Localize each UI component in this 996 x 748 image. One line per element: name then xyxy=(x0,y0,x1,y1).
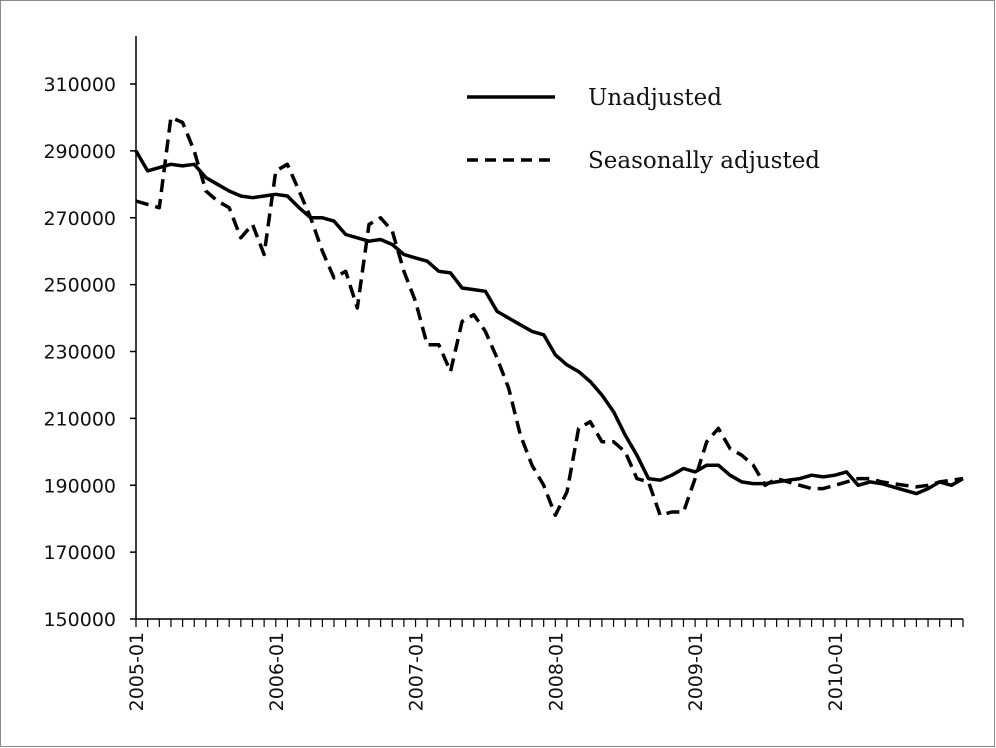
y-tick-label: 210000 xyxy=(43,408,116,430)
y-tick-label: 150000 xyxy=(43,609,116,631)
x-tick-label: 2009-01 xyxy=(685,632,707,711)
y-tick-label: 190000 xyxy=(43,475,116,497)
series-layer xyxy=(134,115,964,518)
x-tick-label: 2005-01 xyxy=(126,632,148,711)
y-tick-label: 230000 xyxy=(43,342,116,364)
legend-label-seasonally-adjusted: Seasonally adjusted xyxy=(588,148,820,174)
axes: 150000 170000 190000 210000 230000 250000 2700… xyxy=(43,36,964,711)
x-tick-label: 2008-01 xyxy=(545,632,567,711)
x-tick-label: 2006-01 xyxy=(266,632,288,711)
x-tick-label: 2007-01 xyxy=(406,632,428,711)
y-tick-label: 310000 xyxy=(43,74,116,96)
y-tick-label: 170000 xyxy=(43,542,116,564)
y-tick-label: 270000 xyxy=(43,208,116,230)
x-tick-label: 2010-01 xyxy=(825,632,847,711)
y-tick-label: 250000 xyxy=(43,275,116,297)
series-line-seasonally-adjusted xyxy=(135,115,964,518)
legend-label-unadjusted: Unadjusted xyxy=(588,85,722,111)
legend: Unadjusted Seasonally adjusted xyxy=(467,85,820,174)
y-tick-label: 290000 xyxy=(43,141,116,163)
series-line-unadjusted xyxy=(134,150,964,496)
